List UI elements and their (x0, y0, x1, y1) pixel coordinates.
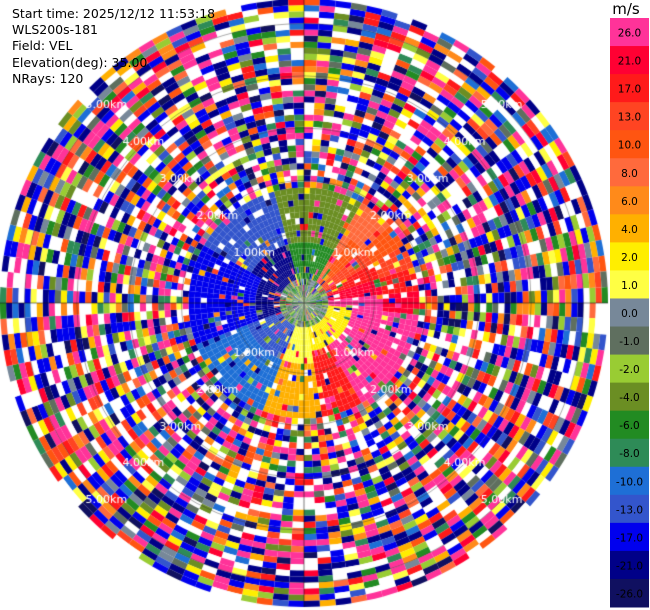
instrument-text: WLS200s-181 (12, 22, 98, 38)
colorbar-unit: m/s (612, 0, 640, 18)
elevation-text: Elevation(deg): 35.00 (12, 54, 148, 70)
field-text: Field: VEL (12, 38, 73, 54)
scan-info: Start time: 2025/12/12 11:53:18 WLS200s-… (12, 6, 215, 87)
start-time-text: Start time: 2025/12/12 11:53:18 (12, 6, 216, 21)
nrays-text: NRays: 120 (12, 70, 84, 86)
